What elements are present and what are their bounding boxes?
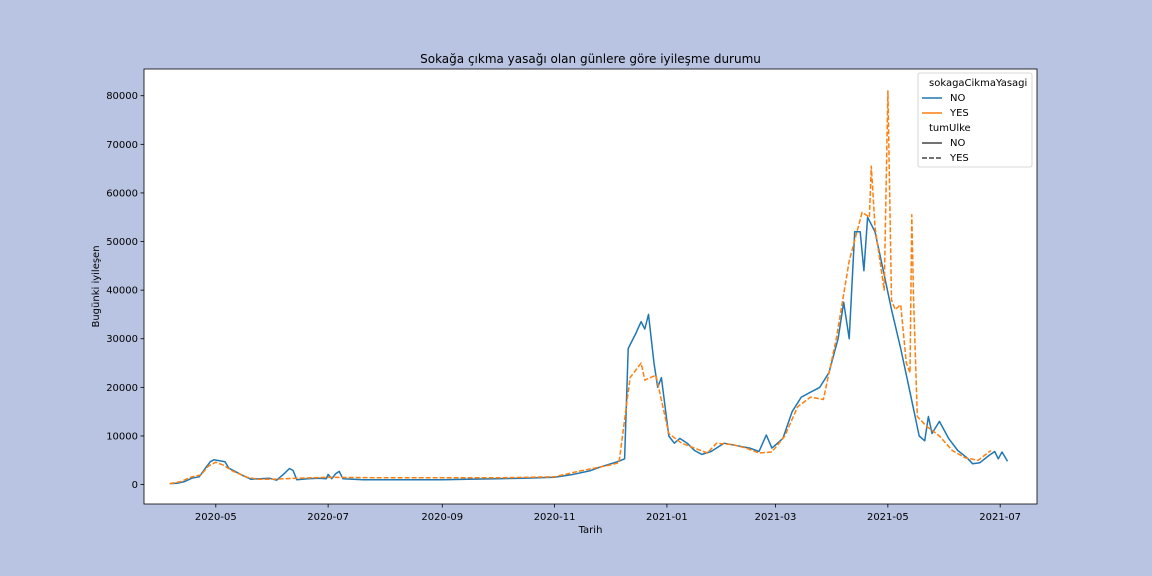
y-tick-label: 80000 bbox=[106, 91, 138, 102]
legend-hue-yes-label: YES bbox=[949, 108, 969, 119]
y-tick-label: 50000 bbox=[106, 237, 138, 248]
series-layer bbox=[169, 90, 1009, 485]
x-tick-label: 2020-07 bbox=[307, 512, 349, 523]
y-tick-label: 30000 bbox=[106, 334, 138, 345]
y-tick-label: 70000 bbox=[106, 140, 138, 151]
legend-style-yes-label: YES bbox=[949, 153, 969, 164]
chart-title: Sokağa çıkma yasağı olan günlere göre iy… bbox=[420, 52, 761, 66]
y-tick-label: 20000 bbox=[106, 383, 138, 394]
x-tick-label: 2020-05 bbox=[195, 512, 237, 523]
legend-box bbox=[917, 72, 1033, 168]
plot-area bbox=[143, 68, 1038, 505]
legend-style-no-label: NO bbox=[950, 138, 965, 149]
legend-hue-no-label: NO bbox=[950, 93, 965, 104]
y-tick-label: 40000 bbox=[106, 286, 138, 297]
y-tick-label: 0 bbox=[132, 480, 138, 491]
x-tick-label: 2021-07 bbox=[979, 512, 1021, 523]
series-line-no bbox=[169, 216, 1009, 485]
x-axis-label: Tarih bbox=[578, 525, 603, 536]
x-tick-label: 2021-03 bbox=[755, 512, 797, 523]
x-tick-label: 2021-05 bbox=[867, 512, 909, 523]
legend: sokagaCikmaYasagi NO YES tumUlke NO YES bbox=[917, 72, 1033, 168]
y-axis-ticks: 0 10000 20000 30000 40000 50000 60000 70000 8000… bbox=[106, 91, 144, 491]
y-tick-label: 10000 bbox=[106, 431, 138, 442]
x-tick-label: 2021-01 bbox=[646, 512, 688, 523]
y-axis-label: Bugünki iyileşen bbox=[91, 245, 102, 327]
x-tick-label: 2020-11 bbox=[534, 512, 576, 523]
x-tick-label: 2020-09 bbox=[421, 512, 463, 523]
legend-hue-title: sokagaCikmaYasagi bbox=[929, 78, 1027, 89]
x-axis-ticks: 2020-05 2020-07 2020-09 2020-11 2021-01 2021-… bbox=[195, 504, 1021, 523]
legend-style-title: tumUlke bbox=[929, 123, 971, 134]
series-line-yes bbox=[169, 90, 992, 485]
y-tick-label: 60000 bbox=[106, 188, 138, 199]
